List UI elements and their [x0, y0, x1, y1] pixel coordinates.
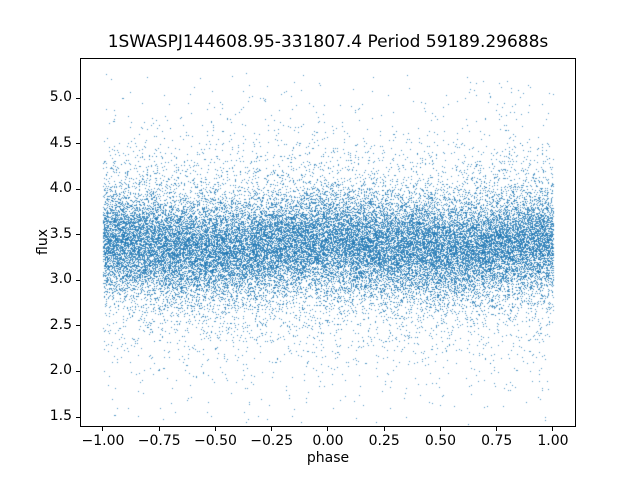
y-tick-label: 5.0 — [49, 89, 72, 105]
y-tick-label: 3.0 — [49, 271, 72, 288]
x-tick-label: −0.50 — [194, 433, 237, 449]
x-tick-mark — [439, 427, 441, 431]
y-tick-mark — [76, 370, 80, 372]
x-tick-mark — [102, 427, 104, 431]
y-tick-mark — [76, 279, 80, 281]
x-tick-label: 0.50 — [424, 433, 457, 449]
x-tick-label: 0.25 — [368, 433, 400, 449]
scatter-points-canvas — [81, 59, 575, 426]
x-tick-label: −0.75 — [137, 433, 181, 449]
x-tick-mark — [214, 427, 216, 431]
y-tick-label: 3.5 — [49, 225, 72, 242]
x-tick-mark — [552, 427, 554, 431]
y-tick-label: 2.0 — [49, 362, 72, 379]
y-tick-label: 1.5 — [49, 408, 72, 424]
y-tick-label: 4.5 — [49, 134, 72, 151]
x-tick-label: 0.75 — [481, 433, 513, 449]
x-tick-label: −1.00 — [81, 433, 125, 449]
x-axis-label: phase — [306, 450, 350, 466]
y-tick-mark — [76, 143, 80, 145]
x-tick-label: 0.00 — [312, 433, 344, 449]
x-tick-label: −0.25 — [250, 433, 294, 449]
chart-title: 1SWASPJ144608.95-331807.4 Period 59189.2… — [107, 32, 549, 52]
x-tick-label: 1.00 — [537, 433, 569, 449]
x-tick-mark — [158, 427, 160, 431]
x-tick-mark — [271, 427, 273, 431]
y-tick-mark — [76, 188, 80, 190]
y-tick-label: 4.0 — [49, 180, 72, 197]
y-tick-label: 2.5 — [49, 316, 72, 333]
y-tick-mark — [76, 416, 80, 418]
x-tick-mark — [327, 427, 329, 431]
y-tick-mark — [76, 325, 80, 327]
y-tick-mark — [76, 97, 80, 99]
x-tick-mark — [383, 427, 385, 431]
plot-area — [80, 58, 576, 427]
x-tick-mark — [496, 427, 498, 431]
y-tick-mark — [76, 234, 80, 236]
